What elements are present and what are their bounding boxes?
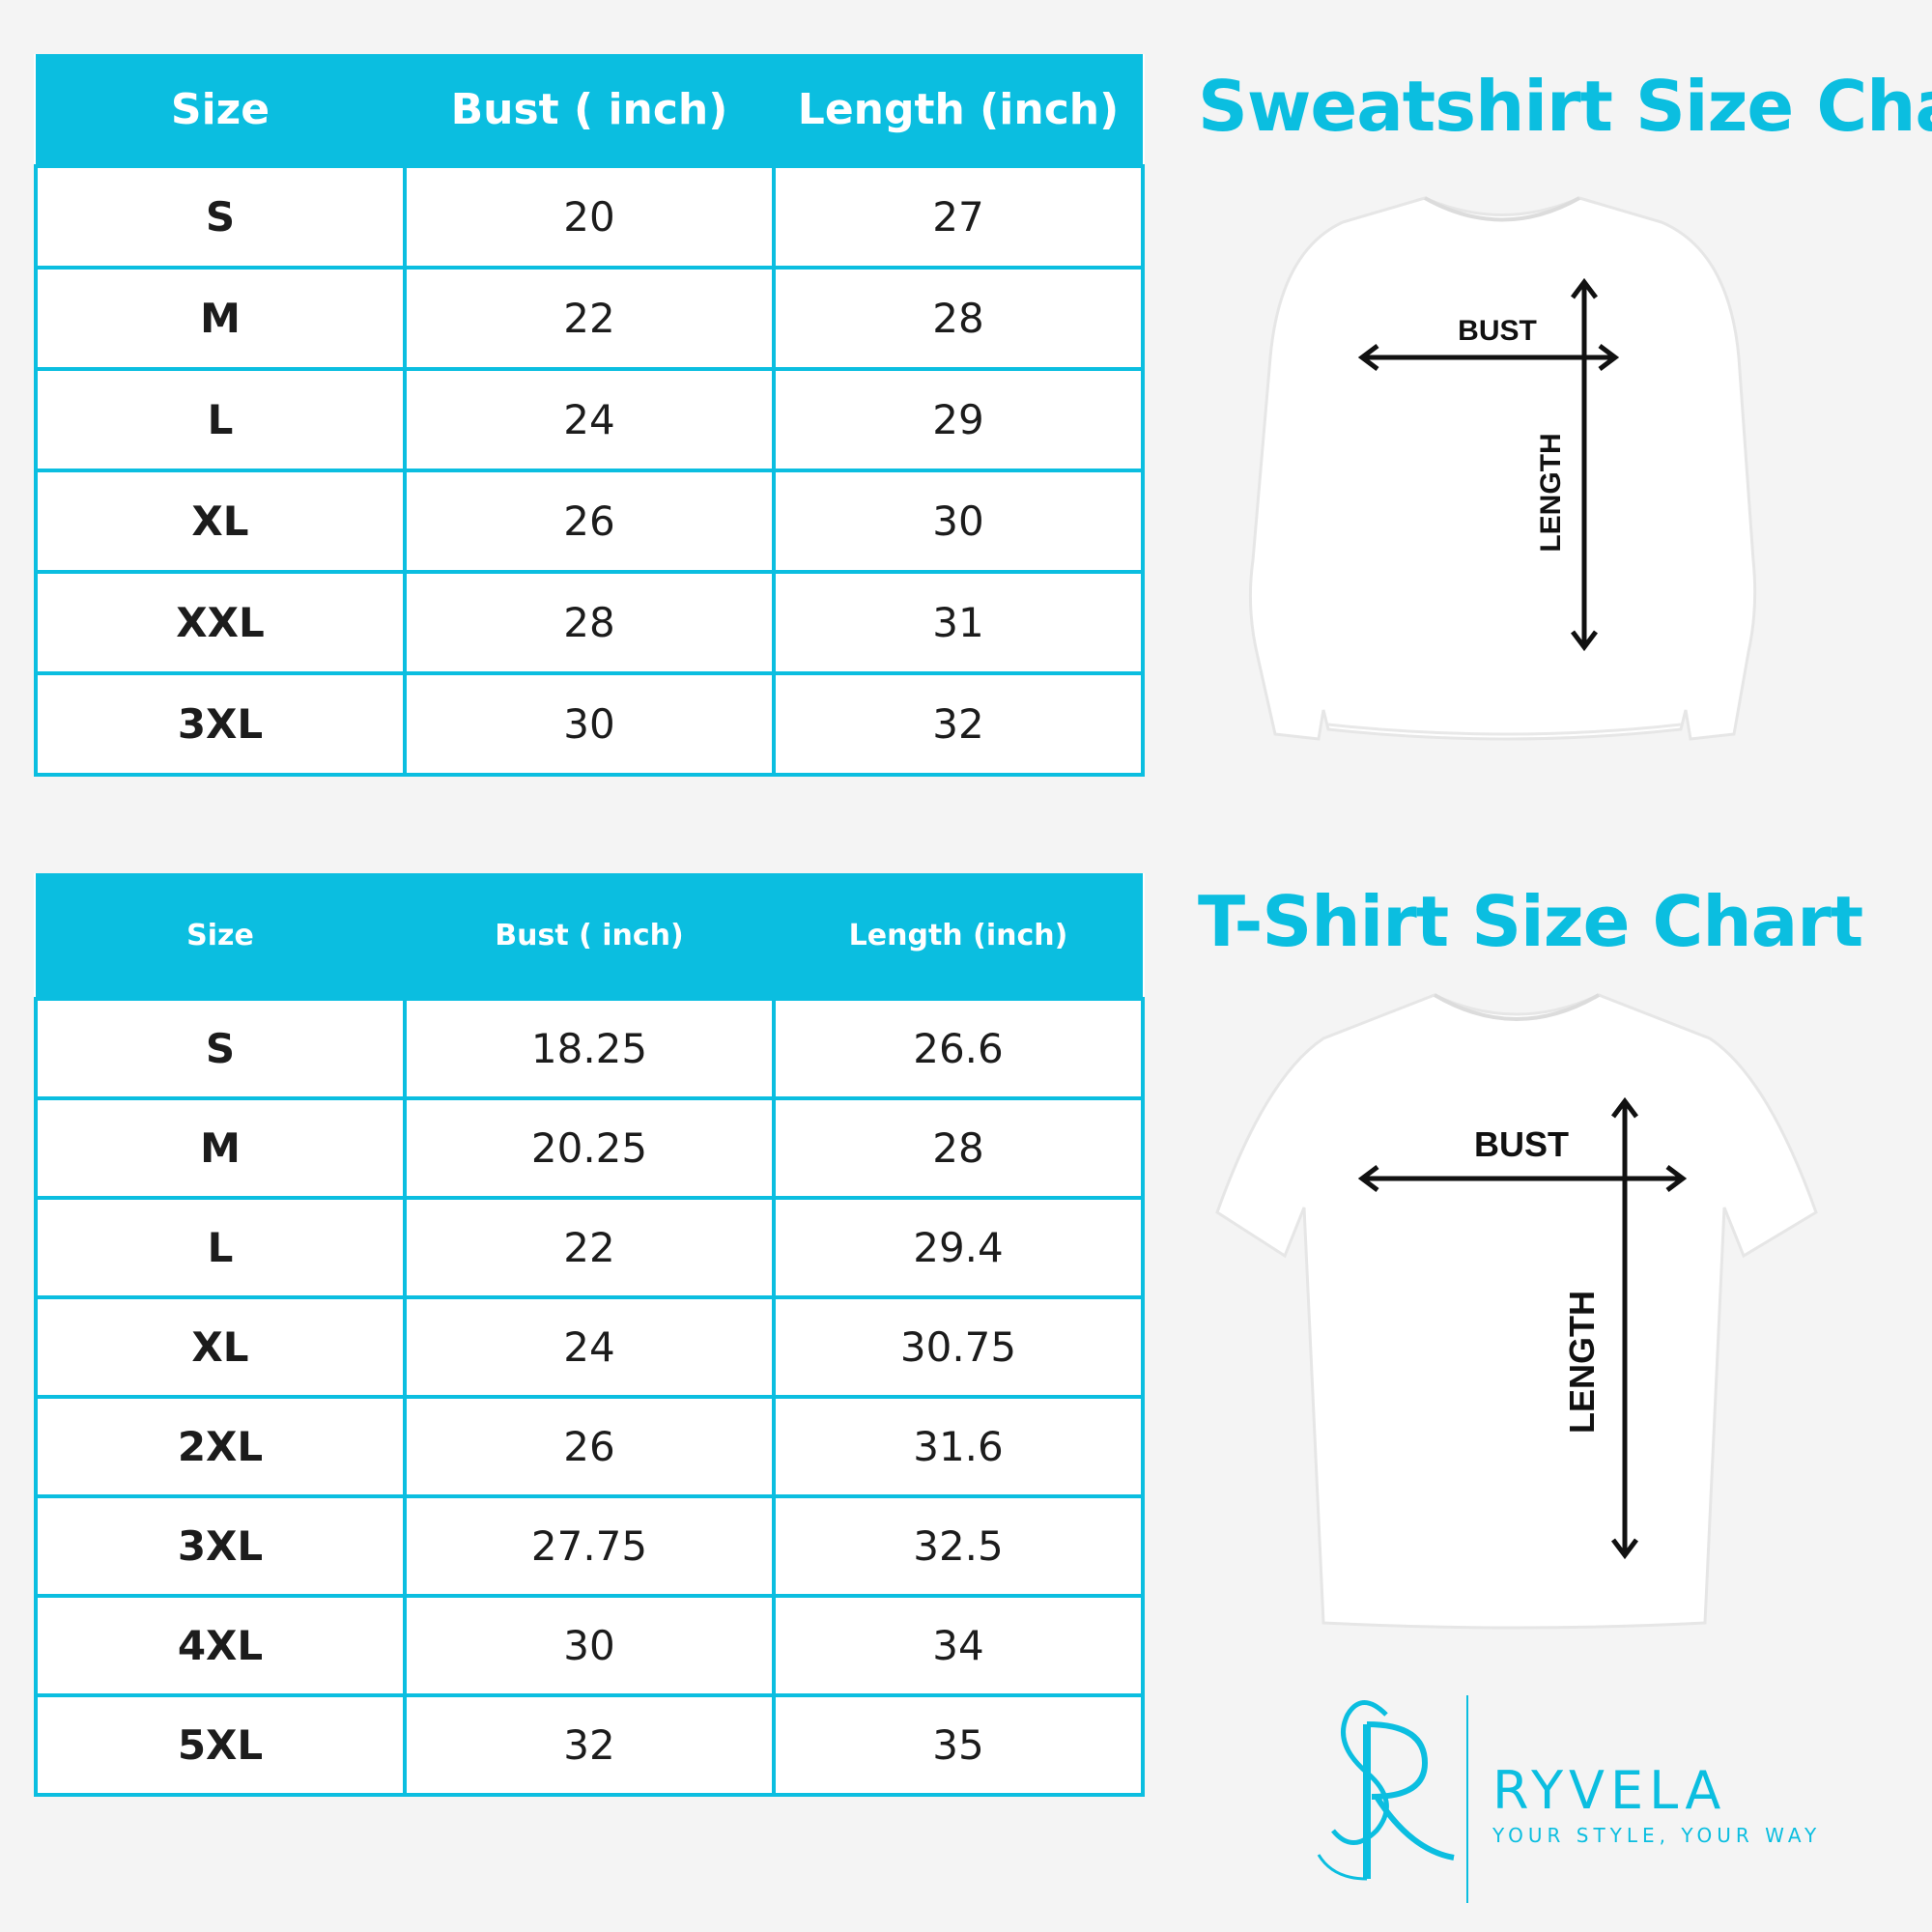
- size-cell: XL: [34, 1295, 407, 1399]
- brand-logo-icon: [1317, 1700, 1455, 1881]
- column-header-length: Length (inch): [774, 873, 1143, 999]
- bust-label: BUST: [1458, 315, 1537, 347]
- table-row: L 24 29: [34, 367, 1145, 472]
- bust-cell: 26: [403, 469, 776, 574]
- bust-cell: 32: [403, 1693, 776, 1797]
- size-cell: M: [34, 1096, 407, 1200]
- bust-label: BUST: [1474, 1124, 1569, 1164]
- length-cell: 34: [772, 1594, 1145, 1697]
- table-row: XL 26 30: [34, 469, 1145, 574]
- size-cell: S: [34, 164, 407, 270]
- length-cell: 30: [772, 469, 1145, 574]
- size-cell: M: [34, 266, 407, 371]
- bust-cell: 20.25: [403, 1096, 776, 1200]
- bust-cell: 28: [403, 570, 776, 675]
- brand-divider: [1466, 1695, 1468, 1903]
- table-row: XL 24 30.75: [34, 1295, 1145, 1399]
- bust-arrow-icon: [1357, 344, 1620, 371]
- bust-cell: 22: [403, 1196, 776, 1299]
- table-header-row: Size Bust ( inch) Length (inch): [36, 873, 1143, 999]
- column-header-size: Size: [36, 873, 405, 999]
- bust-cell: 26: [403, 1395, 776, 1498]
- bust-cell: 20: [403, 164, 776, 270]
- length-arrow-icon: [1571, 277, 1598, 652]
- table-row: M 22 28: [34, 266, 1145, 371]
- table-row: L 22 29.4: [34, 1196, 1145, 1299]
- length-cell: 32.5: [772, 1494, 1145, 1598]
- length-cell: 32: [772, 671, 1145, 777]
- length-cell: 31.6: [772, 1395, 1145, 1498]
- length-arrow-icon: [1611, 1096, 1638, 1560]
- tshirt-chart-title: T-Shirt Size Chart: [1198, 881, 1863, 962]
- size-cell: L: [34, 367, 407, 472]
- size-cell: S: [34, 997, 407, 1100]
- length-cell: 27: [772, 164, 1145, 270]
- brand-name: RYVELA: [1492, 1760, 1727, 1821]
- sweatshirt-collar: [1424, 196, 1580, 222]
- column-header-bust: Bust ( inch): [405, 54, 774, 166]
- bust-cell: 30: [403, 671, 776, 777]
- length-label: LENGTH: [1562, 1291, 1602, 1434]
- length-cell: 35: [772, 1693, 1145, 1797]
- table-row: 5XL 32 35: [34, 1693, 1145, 1797]
- brand-tagline: YOUR STYLE, YOUR WAY: [1492, 1824, 1822, 1847]
- size-cell: 5XL: [34, 1693, 407, 1797]
- bust-cell: 24: [403, 367, 776, 472]
- table-header-row: Size Bust ( inch) Length (inch): [36, 54, 1143, 166]
- length-cell: 26.6: [772, 997, 1145, 1100]
- length-cell: 28: [772, 266, 1145, 371]
- table-row: S 20 27: [34, 164, 1145, 270]
- bust-cell: 18.25: [403, 997, 776, 1100]
- tshirt-shape: [1215, 993, 1818, 1630]
- table-row: 3XL 27.75 32.5: [34, 1494, 1145, 1598]
- tshirt-collar: [1433, 993, 1601, 1021]
- table-row: M 20.25 28: [34, 1096, 1145, 1200]
- tshirt-diagram: BUST LENGTH: [1215, 993, 1818, 1630]
- size-cell: 3XL: [34, 671, 407, 777]
- length-label: LENGTH: [1535, 433, 1567, 552]
- sweatshirt-diagram: BUST LENGTH: [1248, 196, 1757, 741]
- bust-arrow-icon: [1357, 1165, 1688, 1192]
- column-header-bust: Bust ( inch): [405, 873, 774, 999]
- sweatshirt-chart-title: Sweatshirt Size Chart: [1198, 66, 1932, 147]
- column-header-size: Size: [36, 54, 405, 166]
- length-cell: 31: [772, 570, 1145, 675]
- size-cell: XL: [34, 469, 407, 574]
- table-row: S 18.25 26.6: [34, 997, 1145, 1100]
- table-row: 4XL 30 34: [34, 1594, 1145, 1697]
- bust-cell: 30: [403, 1594, 776, 1697]
- sweatshirt-shape: [1248, 196, 1757, 741]
- size-cell: 2XL: [34, 1395, 407, 1498]
- length-cell: 29.4: [772, 1196, 1145, 1299]
- sweatshirt-size-table: Size Bust ( inch) Length (inch) S 20 27 …: [34, 54, 1145, 777]
- length-cell: 29: [772, 367, 1145, 472]
- bust-cell: 27.75: [403, 1494, 776, 1598]
- tshirt-size-table: Size Bust ( inch) Length (inch) S 18.25 …: [34, 873, 1145, 1797]
- length-cell: 30.75: [772, 1295, 1145, 1399]
- bust-cell: 22: [403, 266, 776, 371]
- size-cell: 4XL: [34, 1594, 407, 1697]
- column-header-length: Length (inch): [774, 54, 1143, 166]
- size-cell: XXL: [34, 570, 407, 675]
- length-cell: 28: [772, 1096, 1145, 1200]
- size-cell: 3XL: [34, 1494, 407, 1598]
- bust-cell: 24: [403, 1295, 776, 1399]
- table-row: 3XL 30 32: [34, 671, 1145, 777]
- table-row: XXL 28 31: [34, 570, 1145, 675]
- size-cell: L: [34, 1196, 407, 1299]
- table-row: 2XL 26 31.6: [34, 1395, 1145, 1498]
